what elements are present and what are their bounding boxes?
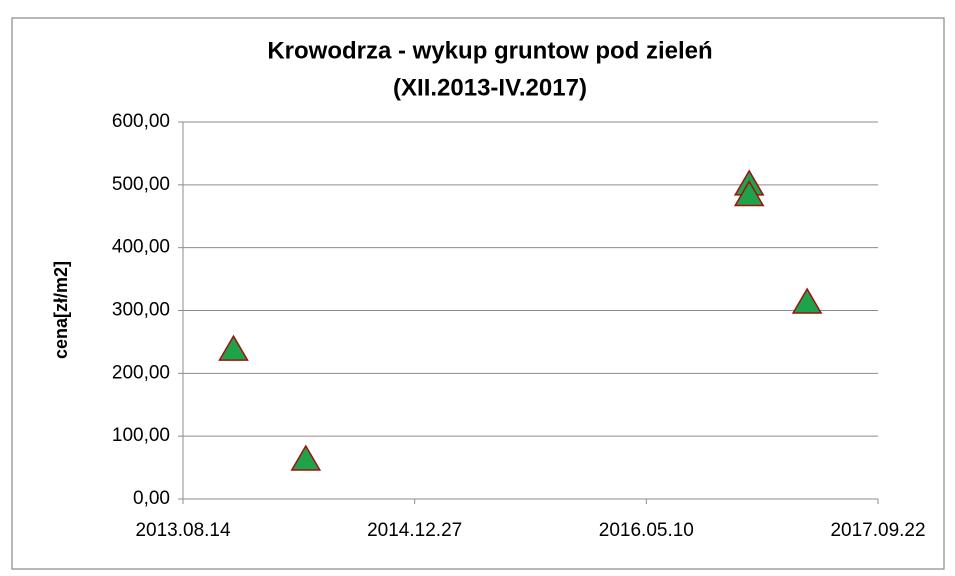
marker xyxy=(290,444,322,471)
chart-border xyxy=(11,17,945,570)
y-tick-label: 500,00 xyxy=(112,174,170,195)
marker xyxy=(791,287,823,314)
marker xyxy=(733,180,765,207)
x-tick-label: 2017.09.22 xyxy=(830,520,925,541)
chart-title: (XII.2013-IV.2017) xyxy=(393,74,587,101)
x-tick-label: 2013.08.14 xyxy=(135,520,231,541)
y-tick-label: 100,00 xyxy=(112,425,170,446)
x-tick-label: 2014.12.27 xyxy=(367,520,462,541)
y-tick-label: 0,00 xyxy=(133,488,170,509)
y-tick-label: 400,00 xyxy=(112,237,170,258)
y-tick-label: 600,00 xyxy=(112,111,170,132)
x-tick-label: 2016.05.10 xyxy=(599,520,694,541)
chart-title: Krowodrza - wykup gruntow pod zieleń xyxy=(267,37,712,64)
y-axis-label: cena[zł/m2] xyxy=(51,261,71,359)
y-tick-label: 200,00 xyxy=(112,362,170,383)
y-tick-label: 300,00 xyxy=(112,300,170,321)
marker xyxy=(218,334,249,361)
